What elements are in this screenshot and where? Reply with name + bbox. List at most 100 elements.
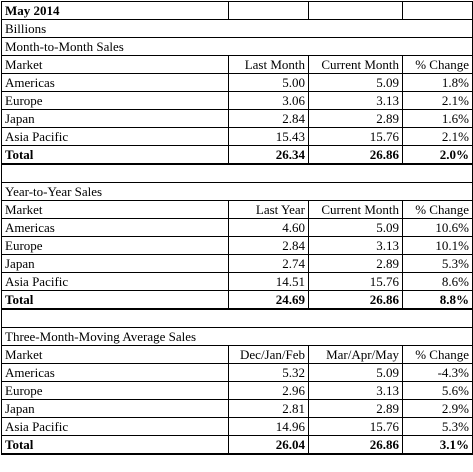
market-cell: Japan <box>1 109 229 128</box>
value-cell: 3.13 <box>308 381 403 400</box>
data-row: Americas 5.32 5.09 -4.3% <box>1 363 473 382</box>
market-cell: Americas <box>1 73 229 92</box>
column-header: Dec/Jan/Feb <box>228 345 309 364</box>
value-cell: 5.09 <box>308 218 403 237</box>
column-header: % Change <box>402 345 473 364</box>
empty-cell <box>228 1 309 20</box>
value-cell: 2.89 <box>308 109 403 128</box>
market-cell: Asia Pacific <box>1 272 229 291</box>
value-cell: 2.1% <box>402 91 473 110</box>
column-header: Current Month <box>308 55 403 74</box>
data-row: Americas 4.60 5.09 10.6% <box>1 218 473 237</box>
value-cell: 3.06 <box>228 91 309 110</box>
market-cell: Asia Pacific <box>1 127 229 146</box>
value-cell: 14.96 <box>228 417 309 436</box>
market-cell: Europe <box>1 236 229 255</box>
column-header: Market <box>1 345 229 364</box>
value-cell: 15.76 <box>308 127 403 146</box>
section-title: Year-to-Year Sales <box>1 182 473 201</box>
unit-row: Billions <box>1 19 473 38</box>
value-cell: 14.51 <box>228 272 309 291</box>
total-label: Total <box>1 145 229 165</box>
total-value: 26.86 <box>308 145 403 165</box>
value-cell: 2.89 <box>308 254 403 273</box>
market-cell: Americas <box>1 218 229 237</box>
spacer-row <box>1 163 473 183</box>
total-value: 8.8% <box>402 290 473 310</box>
total-value: 26.04 <box>228 435 309 455</box>
value-cell: 2.9% <box>402 399 473 418</box>
market-cell: Europe <box>1 381 229 400</box>
value-cell: 3.13 <box>308 236 403 255</box>
value-cell: 5.09 <box>308 73 403 92</box>
total-value: 24.69 <box>228 290 309 310</box>
total-label: Total <box>1 435 229 455</box>
value-cell: 8.6% <box>402 272 473 291</box>
value-cell: 5.09 <box>308 363 403 382</box>
total-row: Total 24.69 26.86 8.8% <box>1 290 473 310</box>
value-cell: 5.6% <box>402 381 473 400</box>
value-cell: 15.43 <box>228 127 309 146</box>
market-cell: Japan <box>1 254 229 273</box>
column-header: Last Year <box>228 200 309 219</box>
unit-label: Billions <box>1 19 473 38</box>
total-label: Total <box>1 290 229 310</box>
value-cell: 5.3% <box>402 254 473 273</box>
section-title-row: Three-Month-Moving Average Sales <box>1 327 473 346</box>
header-row: Market Last Year Current Month% Change <box>1 200 473 219</box>
value-cell: 10.1% <box>402 236 473 255</box>
market-cell: Americas <box>1 363 229 382</box>
total-row: Total 26.34 26.86 2.0% <box>1 145 473 165</box>
total-value: 26.34 <box>228 145 309 165</box>
data-row: Asia Pacific 15.43 15.76 2.1% <box>1 127 473 146</box>
total-value: 26.86 <box>308 435 403 455</box>
section-title-row: Month-to-Month Sales <box>1 37 473 56</box>
value-cell: 2.74 <box>228 254 309 273</box>
header-row: Market Dec/Jan/Feb Mar/Apr/May% Change <box>1 345 473 364</box>
empty-cell <box>1 163 473 183</box>
market-cell: Japan <box>1 399 229 418</box>
section-title: Three-Month-Moving Average Sales <box>1 327 473 346</box>
total-value: 2.0% <box>402 145 473 165</box>
data-row: Asia Pacific 14.96 15.76 5.3% <box>1 417 473 436</box>
title-row: May 2014 <box>1 1 473 20</box>
empty-cell <box>402 1 473 20</box>
spacer-row <box>1 308 473 328</box>
report-title: May 2014 <box>1 1 229 20</box>
section-title: Month-to-Month Sales <box>1 37 473 56</box>
data-row: Japan 2.81 2.89 2.9% <box>1 399 473 418</box>
column-header: Market <box>1 55 229 74</box>
total-row: Total 26.04 26.86 3.1% <box>1 435 473 455</box>
value-cell: 5.00 <box>228 73 309 92</box>
value-cell: 2.1% <box>402 127 473 146</box>
column-header: Current Month <box>308 200 403 219</box>
value-cell: 1.8% <box>402 73 473 92</box>
value-cell: 2.89 <box>308 399 403 418</box>
data-row: Asia Pacific 14.51 15.76 8.6% <box>1 272 473 291</box>
column-header: % Change <box>402 200 473 219</box>
value-cell: 5.32 <box>228 363 309 382</box>
value-cell: 2.84 <box>228 109 309 128</box>
data-row: Japan 2.84 2.89 1.6% <box>1 109 473 128</box>
column-header: Mar/Apr/May <box>308 345 403 364</box>
value-cell: 2.84 <box>228 236 309 255</box>
market-cell: Europe <box>1 91 229 110</box>
data-row: Japan 2.74 2.89 5.3% <box>1 254 473 273</box>
value-cell: 1.6% <box>402 109 473 128</box>
value-cell: -4.3% <box>402 363 473 382</box>
column-header: % Change <box>402 55 473 74</box>
data-row: Europe 2.84 3.13 10.1% <box>1 236 473 255</box>
column-header: Last Month <box>228 55 309 74</box>
column-header: Market <box>1 200 229 219</box>
value-cell: 4.60 <box>228 218 309 237</box>
data-row: Europe 3.06 3.13 2.1% <box>1 91 473 110</box>
value-cell: 15.76 <box>308 272 403 291</box>
data-row: Europe 2.96 3.13 5.6% <box>1 381 473 400</box>
header-row: Market Last Month Current Month% Change <box>1 55 473 74</box>
sales-table: May 2014 Billions Month-to-Month Sales Mark… <box>1 1 473 455</box>
market-cell: Asia Pacific <box>1 417 229 436</box>
empty-cell <box>1 308 473 328</box>
value-cell: 5.3% <box>402 417 473 436</box>
value-cell: 15.76 <box>308 417 403 436</box>
